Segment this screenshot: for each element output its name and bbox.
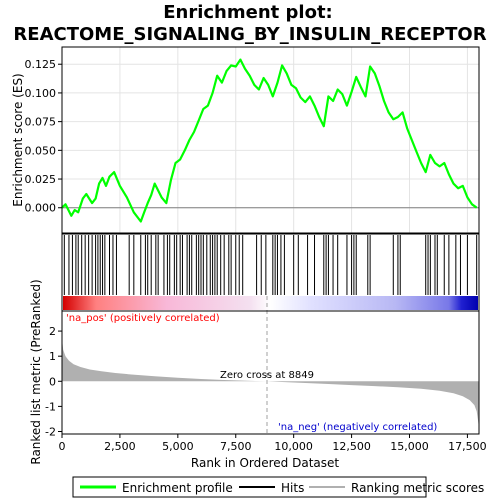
es-axis-label: Enrichment score (ES) xyxy=(11,73,25,206)
legend-label-ranking-metric: Ranking metric scores xyxy=(351,481,484,495)
plot-title: Enrichment plot: xyxy=(163,2,333,23)
x-tick-label: 12,500 xyxy=(332,440,371,453)
metric-plot-frame xyxy=(61,310,480,435)
enrichment-profile-panel: 0.000 0.025 0.050 0.075 0.100 0.125 xyxy=(25,46,480,234)
es-y-tick-label: 0.100 xyxy=(25,87,57,100)
enrichment-profile-line xyxy=(61,58,478,223)
zero-cross-label: Zero cross at 8849 xyxy=(220,370,314,381)
x-axis-label: Rank in Ordered Dataset xyxy=(191,456,339,470)
x-tick-label: 5,000 xyxy=(162,440,194,453)
legend-label-hits: Hits xyxy=(281,481,304,495)
es-y-tick-label: 0.125 xyxy=(25,58,57,71)
metric-y-tick-label: -2 xyxy=(45,425,56,438)
es-y-tick-label: 0.075 xyxy=(25,116,57,129)
x-tick-label: 0 xyxy=(59,440,66,453)
x-tick-label: 7,500 xyxy=(220,440,252,453)
x-tick-label: 15,000 xyxy=(390,440,429,453)
hits-panel xyxy=(61,233,480,312)
es-plot-frame xyxy=(61,46,480,234)
positive-correlation-label: 'na_pos' (positively correlated) xyxy=(66,313,220,324)
es-y-tick-label: 0.025 xyxy=(25,173,57,186)
metric-y-tick-label: -1 xyxy=(45,400,56,413)
negative-correlation-label: 'na_neg' (negatively correlated) xyxy=(278,422,437,433)
metric-axis-label: Ranked list metric (PreRanked) xyxy=(29,279,43,464)
x-tick-label: 10,000 xyxy=(274,440,313,453)
metric-y-tick-label: 2 xyxy=(49,325,56,338)
legend-label-enrichment-profile: Enrichment profile xyxy=(122,481,233,495)
x-tick-label: 2,500 xyxy=(104,440,136,453)
metric-y-tick-label: 1 xyxy=(49,350,56,363)
metric-plot-area xyxy=(62,311,479,434)
ranked-metric-panel: -2 -1 0 1 2 0 2,500 5,000 7,500 10,000 12,500 15,00… xyxy=(45,296,487,453)
legend: Enrichment profile Hits Ranking metric s… xyxy=(72,476,484,498)
plot-subtitle: REACTOME_SIGNALING_BY_INSULIN_RECEPTOR xyxy=(13,24,486,45)
x-tick-label: 17,500 xyxy=(448,440,487,453)
es-y-tick-label: 0.050 xyxy=(25,144,57,157)
ranking-color-bar xyxy=(63,296,478,310)
metric-y-tick-label: 0 xyxy=(49,375,56,388)
es-y-tick-label: 0.000 xyxy=(25,202,57,215)
ranking-metric-area xyxy=(62,338,479,428)
es-plot-area xyxy=(62,47,479,233)
